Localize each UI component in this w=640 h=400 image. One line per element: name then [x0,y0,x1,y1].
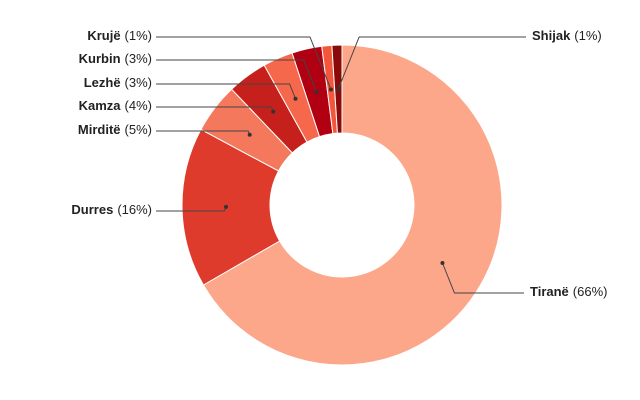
leader-line [337,36,526,90]
leader-dot [440,261,445,265]
leader-line [156,36,332,90]
slice-value: (66%) [573,284,608,299]
slice-value: (1%) [125,28,152,43]
slice [202,44,503,366]
slice-value: (16%) [117,202,152,217]
slice-label: Krujë (1%) [87,28,152,43]
slice-label: Kamza (4%) [79,98,152,113]
slice-value: (3%) [125,51,152,66]
slice-value: (3%) [125,75,152,90]
leader-dot [314,89,319,94]
slice-value: (4%) [125,98,152,113]
leader-dot [336,87,341,92]
slice-label: Lezhë (3%) [84,75,152,90]
leader-line [441,262,524,294]
leader-dot [247,132,252,137]
slice-label: Kurbin (3%) [79,51,152,66]
leader-dot [271,109,276,114]
slice [181,128,281,286]
slice-value: (1%) [574,28,601,43]
leader-dot [328,87,333,92]
slice-label: Shijak (1%) [532,28,602,43]
slice-name: Mirditë [78,122,121,137]
slice-label: Mirditë (5%) [78,122,152,137]
slice-name: Shijak [532,28,571,43]
slice-name: Kamza [79,98,122,113]
slice-name: Krujë [87,28,120,43]
slice-name: Kurbin [79,51,121,66]
slice-name: Lezhë [84,75,121,90]
leader-line [156,83,296,99]
slice-label: Tiranë (66%) [530,284,607,299]
leader-dot [224,204,229,209]
slice-name: Tiranë [530,284,569,299]
leader-line [156,59,317,93]
slice-name: Durres [71,202,113,217]
leader-dot [293,96,298,101]
slice-value: (5%) [125,122,152,137]
slice-label: Durres (16%) [71,202,152,217]
